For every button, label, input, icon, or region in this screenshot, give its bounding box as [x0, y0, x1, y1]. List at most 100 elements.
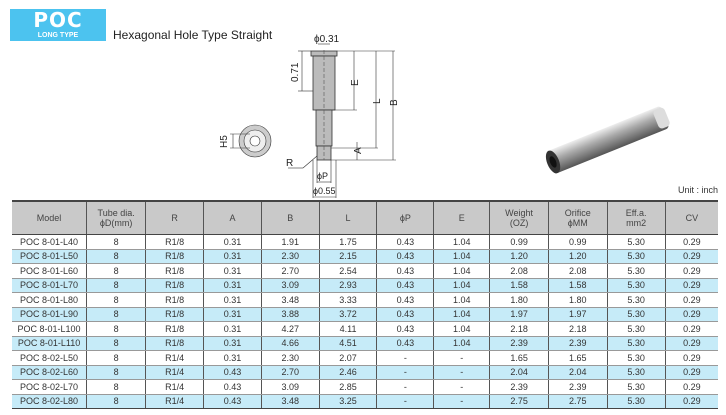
- label-p: ϕP: [317, 171, 328, 181]
- column-header: B: [260, 200, 320, 235]
- label-071: 0.71: [290, 62, 301, 82]
- table-cell: 3.48: [260, 292, 320, 308]
- table-row: POC 8-02-L70 8 R1/4 0.43 3.09 2.85- -2.39 2.39 5…: [12, 379, 718, 395]
- table-cell: POC 8-01-L100: [12, 321, 87, 337]
- table-cell: 3.72: [318, 307, 377, 322]
- table-cell: 8: [86, 321, 146, 337]
- table-cell: 4.51: [318, 336, 377, 351]
- table-cell: 0.43: [376, 307, 434, 322]
- table-cell: 1.91: [260, 234, 320, 250]
- table-cell: 8: [86, 278, 146, 293]
- table-cell: 5.30: [606, 365, 666, 380]
- table-row: POC 8-01-L90 8 R1/8 0.31 3.88 3.72 0.43 1.04 1.9…: [12, 307, 718, 322]
- table-cell: 2.04: [547, 365, 608, 380]
- unit-label: Unit : inch: [677, 185, 718, 195]
- table-cell: POC 8-01-L90: [12, 307, 87, 322]
- table-cell: 2.15: [318, 249, 377, 264]
- label-a: A: [353, 147, 364, 154]
- table-cell: 1.04: [433, 249, 490, 264]
- table-cell: 2.54: [318, 263, 377, 279]
- table-cell: 2.08: [489, 263, 549, 279]
- table-cell: R1/8: [145, 263, 204, 279]
- table-cell: 8: [86, 234, 146, 250]
- table-cell: 2.39: [547, 336, 608, 351]
- table-row: POC 8-01-L110 8 R1/8 0.31 4.66 4.51 0.43 1.04 2.…: [12, 336, 718, 351]
- table-cell: 0.43: [203, 365, 262, 380]
- table-cell: 0.31: [203, 336, 262, 351]
- table-cell: POC 8-01-L80: [12, 292, 87, 308]
- table-cell: 1.04: [433, 336, 490, 351]
- table-cell: POC 8-02-L50: [12, 350, 87, 366]
- column-header: Model: [12, 200, 87, 235]
- table-row: POC 8-02-L50 8 R1/4 0.31 2.30 2.07- -1.65 1.65 5…: [12, 350, 718, 366]
- table-row: POC 8-01-L100 8 R1/8 0.31 4.27 4.11 0.43 1.04 2.…: [12, 321, 718, 337]
- table-cell: -: [376, 394, 434, 409]
- page-title: Hexagonal Hole Type Straight: [113, 28, 273, 42]
- table-cell: 0.29: [664, 379, 718, 395]
- table-cell: -: [433, 394, 490, 409]
- table-cell: 0.43: [376, 263, 434, 279]
- table-row: POC 8-02-L60 8 R1/4 0.43 2.70 2.46- -2.04 2.04 5…: [12, 365, 718, 380]
- table-cell: 3.25: [318, 394, 377, 409]
- column-header: CV: [664, 200, 718, 235]
- table-cell: 5.30: [606, 379, 666, 395]
- table-cell: 8: [86, 292, 146, 308]
- table-cell: 1.65: [489, 350, 549, 366]
- table-cell: 1.80: [547, 292, 608, 308]
- table-cell: 5.30: [606, 307, 666, 322]
- table-cell: 0.43: [376, 249, 434, 264]
- table-cell: R1/4: [145, 350, 204, 366]
- table-cell: 2.75: [547, 394, 608, 409]
- table-row: POC 8-01-L50 8 R1/8 0.31 2.30 2.15 0.43 1.04 1.2…: [12, 249, 718, 264]
- table-cell: 0.29: [664, 321, 718, 337]
- product-photo: [545, 106, 670, 174]
- poc-logo: POC LONG TYPE: [10, 9, 106, 41]
- column-header: E: [433, 200, 490, 235]
- table-cell: 1.65: [547, 350, 608, 366]
- table-cell: 8: [86, 307, 146, 322]
- table-cell: 0.31: [203, 263, 262, 279]
- table-cell: 2.75: [489, 394, 549, 409]
- table-cell: -: [433, 350, 490, 366]
- table-row: POC 8-01-L80 8 R1/8 0.31 3.48 3.33 0.43 1.04 1.8…: [12, 292, 718, 308]
- table-cell: 8: [86, 336, 146, 351]
- table-cell: 2.30: [260, 249, 320, 264]
- table-cell: POC 8-01-L50: [12, 249, 87, 264]
- table-cell: 5.30: [606, 263, 666, 279]
- table-cell: POC 8-02-L70: [12, 379, 87, 395]
- label-bottom-dia: ϕ0.55: [313, 186, 336, 196]
- table-cell: R1/8: [145, 249, 204, 264]
- table-cell: 2.08: [547, 263, 608, 279]
- table-cell: R1/8: [145, 278, 204, 293]
- table-cell: 5.30: [606, 292, 666, 308]
- table-cell: 1.58: [547, 278, 608, 293]
- table-cell: 1.20: [547, 249, 608, 264]
- label-r: R: [286, 158, 293, 169]
- table-cell: 5.30: [606, 234, 666, 250]
- table-cell: 0.31: [203, 321, 262, 337]
- table-cell: 1.04: [433, 263, 490, 279]
- table-cell: -: [433, 365, 490, 380]
- table-cell: R1/8: [145, 321, 204, 337]
- column-header: Orifice ϕMM: [547, 200, 608, 235]
- table-cell: R1/8: [145, 307, 204, 322]
- table-cell: 1.75: [318, 234, 377, 250]
- table-cell: 0.29: [664, 336, 718, 351]
- table-cell: 4.66: [260, 336, 320, 351]
- table-cell: 1.04: [433, 278, 490, 293]
- table-cell: 4.27: [260, 321, 320, 337]
- column-header: R: [145, 200, 204, 235]
- table-cell: 0.29: [664, 278, 718, 293]
- table-cell: 0.31: [203, 292, 262, 308]
- label-l: L: [372, 98, 383, 104]
- table-cell: 0.29: [664, 365, 718, 380]
- table-cell: 1.04: [433, 321, 490, 337]
- table-cell: 1.04: [433, 234, 490, 250]
- table-cell: 0.43: [376, 292, 434, 308]
- technical-drawing: ϕ0.31 0.71 E L B H5 A R ϕP ϕ0.55: [219, 34, 400, 198]
- table-cell: POC 8-01-L40: [12, 234, 87, 250]
- table-cell: 0.99: [547, 234, 608, 250]
- table-cell: 1.97: [547, 307, 608, 322]
- table-cell: 0.31: [203, 350, 262, 366]
- table-cell: 0.29: [664, 292, 718, 308]
